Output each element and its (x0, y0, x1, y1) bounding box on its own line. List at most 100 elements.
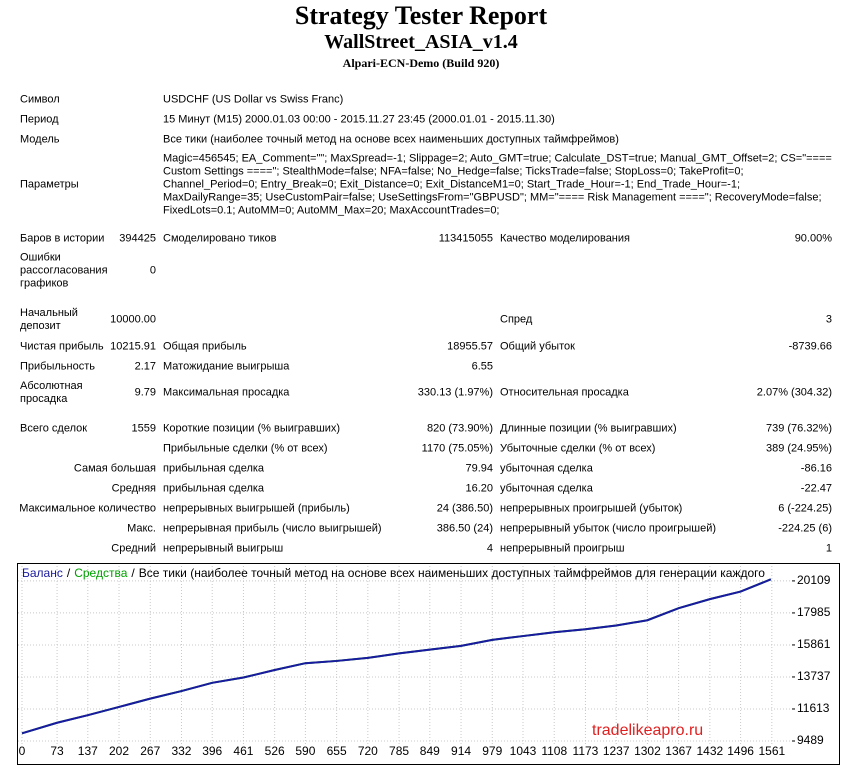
x-tick-label: 1108 (541, 744, 567, 758)
x-tick-label: 785 (389, 744, 409, 758)
stat-label: Всего сделок (20, 422, 88, 435)
stat-value: 389 (24.95%) (765, 442, 832, 455)
x-tick-label: 1561 (758, 744, 785, 758)
report-title: Strategy Tester Report (294, 1, 548, 30)
x-tick-label: 1367 (665, 744, 692, 758)
y-tick-label: 11613 (797, 701, 830, 715)
legend-separator: / (67, 566, 71, 580)
stat-label: Смоделировано тиков (163, 232, 277, 245)
chart-title: Все тики (наиболее точный метод на основ… (139, 566, 766, 580)
stat-value: 3 (825, 313, 832, 326)
x-tick-label: 849 (420, 744, 440, 758)
stat-label: Общая прибыль (163, 340, 247, 353)
info-label: Модель (20, 133, 60, 146)
x-tick-label: 1043 (510, 744, 537, 758)
stat-label: непрерывный выигрыш (163, 542, 284, 555)
x-tick-label: 332 (171, 744, 191, 758)
stat-label: непрерывных выигрышей (прибыль) (163, 502, 350, 515)
stat-value: 113415055 (438, 232, 493, 245)
stat-label: Длинные позиции (% выигравших) (500, 422, 677, 435)
stat-value: 2.17 (134, 360, 156, 373)
stat-value: 9.79 (134, 386, 156, 399)
x-tick-label: 267 (140, 744, 160, 758)
stat-value: 10000.00 (110, 313, 156, 326)
stat-value: 6 (-224.25) (778, 502, 832, 515)
stat-value: 0 (149, 264, 156, 277)
info-value-line: Channel_Period=0; Entry_Break=0; Exit_Di… (163, 178, 741, 191)
stat-value: 394425 (119, 232, 156, 245)
x-tick-label: 202 (109, 744, 129, 758)
stat-value: -224.25 (6) (778, 522, 832, 535)
stat-value: 18955.57 (447, 340, 493, 353)
info-label: Параметры (20, 178, 79, 191)
stat-label: Чистая прибыль (20, 340, 104, 353)
stat-label: Ошибки рассогласования графиков (20, 251, 108, 290)
balance-line (21, 578, 772, 735)
stat-label: Общий убыток (500, 340, 575, 353)
info-value: USDCHF (US Dollar vs Swiss Franc) (163, 93, 344, 106)
info-value-line: Custom Settings ===="; StealthMode=false… (163, 165, 744, 178)
stat-label: Начальный депозит (20, 307, 78, 332)
x-tick-label: 526 (265, 744, 285, 758)
watermark: tradelikeapro.ru (592, 722, 703, 739)
y-tick-label: 20109 (797, 573, 831, 587)
legend-entry: Баланс (22, 566, 63, 580)
balance-line (21, 578, 772, 735)
x-tick-label: 720 (358, 744, 378, 758)
info-value-line: FixedLots=0.1; AutoMM=0; AutoMM_Max=20; … (163, 204, 500, 217)
y-tick-label: 9489 (797, 733, 824, 747)
stat-value: -86.16 (800, 462, 832, 475)
info-value-line: Magic=456545; EA_Comment=""; MaxSpread=-… (163, 152, 832, 165)
stat-label: Короткие позиции (% выигравших) (163, 422, 341, 435)
stat-label: Средний (111, 542, 156, 555)
stat-label: Матожидание выигрыша (163, 360, 290, 373)
stat-value: 79.94 (465, 462, 493, 475)
x-tick-label: 1173 (573, 744, 599, 758)
info-label: Период (20, 113, 59, 126)
x-tick-label: 1496 (727, 744, 754, 758)
x-tick-label: 1302 (634, 744, 661, 758)
stat-value: 1170 (75.05%) (421, 442, 493, 455)
legend-entry: Средства (74, 566, 127, 580)
y-tick-label: 13737 (797, 669, 831, 683)
stat-label: непрерывных проигрышей (убыток) (500, 502, 683, 515)
chart-caption: Баланс / Средства / Все тики (наиболее точны… (22, 566, 765, 580)
x-tick-label: 1237 (603, 744, 630, 758)
stat-value: 330.13 (1.97%) (417, 386, 493, 399)
stat-value: 10215.91 (110, 340, 156, 353)
stat-label: Качество моделирования (500, 232, 630, 245)
x-tick-label: 396 (202, 744, 222, 758)
stat-value: -8739.66 (788, 340, 832, 353)
stat-value: 90.00% (794, 232, 832, 245)
info-value: Все тики (наиболее точный метод на основ… (163, 133, 619, 146)
stat-label: убыточная сделка (500, 462, 593, 475)
stat-label: Абсолютная просадка (20, 380, 83, 405)
stat-value: 4 (486, 542, 493, 555)
expert-name: WallStreet_ASIA_v1.4 (324, 31, 518, 53)
stat-label: непрерывный проигрыш (500, 542, 625, 555)
stat-label: Прибыльность (20, 360, 95, 373)
info-value: 15 Минут (M15) 2000.01.03 00:00 - 2015.1… (163, 113, 555, 126)
info-label: Символ (20, 93, 60, 106)
stat-value: 24 (386.50) (436, 502, 493, 515)
x-tick-label: 73 (50, 744, 64, 758)
stat-value: 1 (825, 542, 832, 555)
stat-label: непрерывный убыток (число проигрышей) (500, 522, 717, 535)
stat-label: Спред (500, 313, 533, 326)
server-name: Alpari-ECN-Demo (Build 920) (342, 56, 500, 70)
x-tick-label: 461 (233, 744, 253, 758)
stat-value: 739 (76.32%) (765, 422, 832, 435)
stat-label: Убыточные сделки (% от всех) (500, 442, 656, 455)
chart-frame (17, 563, 840, 765)
x-tick-label: 1432 (697, 744, 724, 758)
stat-label: прибыльная сделка (163, 482, 265, 495)
stat-label: Макс. (127, 522, 156, 535)
x-tick-label: 137 (78, 744, 98, 758)
stat-value: 386.50 (24) (436, 522, 493, 535)
x-tick-label: 590 (295, 744, 315, 758)
stat-label: прибыльная сделка (163, 462, 265, 475)
legend-separator: / (131, 566, 135, 580)
stat-label: Максимальное количество (19, 502, 156, 515)
